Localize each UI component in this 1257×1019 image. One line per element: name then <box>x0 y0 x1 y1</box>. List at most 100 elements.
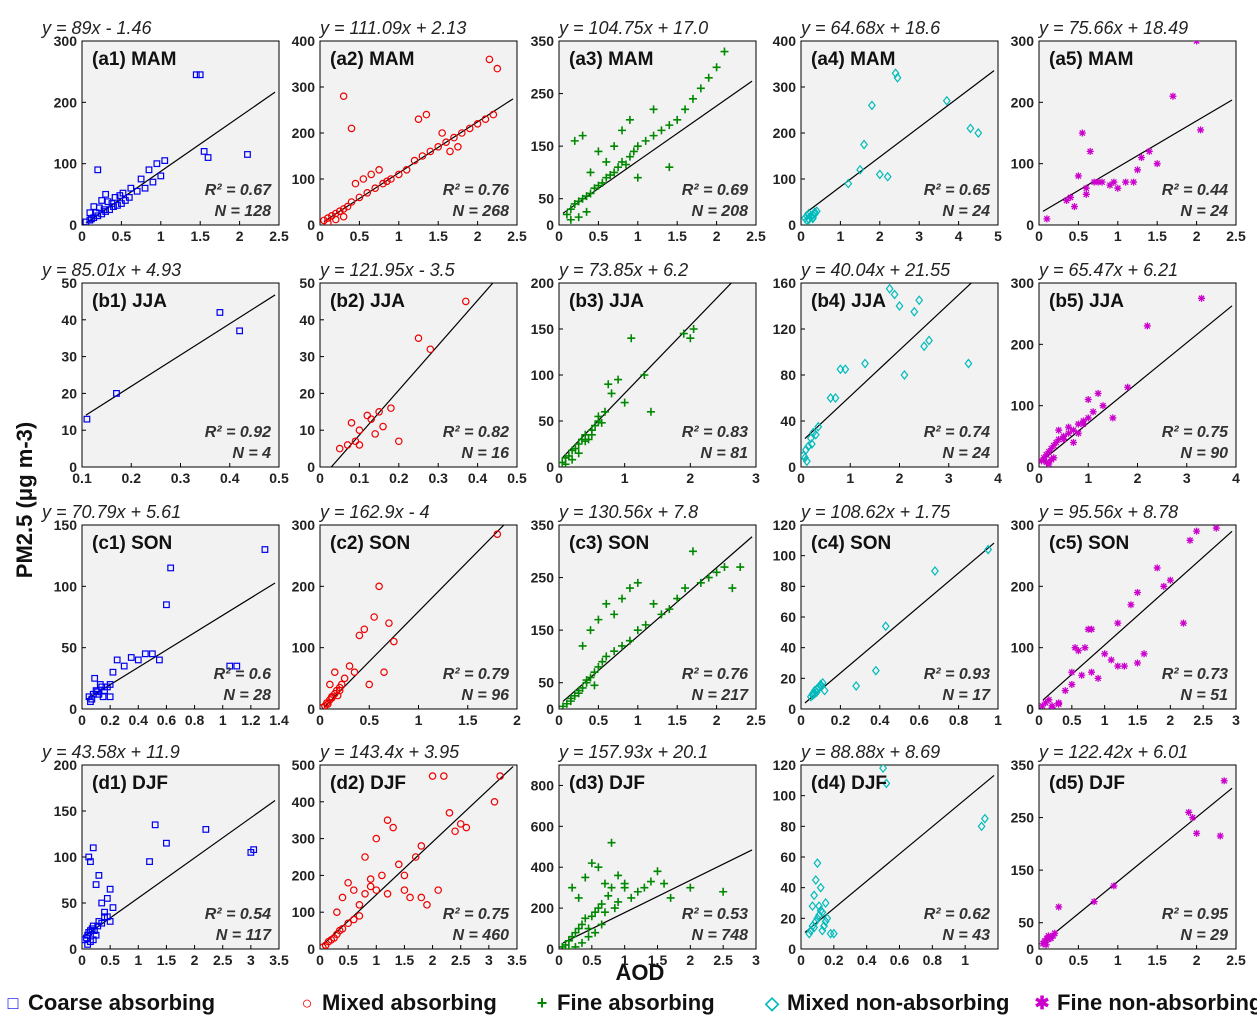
x-tick-label: 3 <box>752 952 760 968</box>
x-tick-label: 0 <box>78 228 86 244</box>
data-point <box>367 415 376 423</box>
data-point <box>577 938 586 947</box>
data-point <box>728 584 737 593</box>
data-point <box>1048 704 1056 709</box>
data-point <box>1086 147 1094 155</box>
data-points <box>320 55 502 225</box>
data-point <box>879 765 888 774</box>
data-point <box>587 859 596 868</box>
panel-label: (b3) JJA <box>569 291 644 312</box>
x-tick-label: 0.2 <box>389 470 409 486</box>
data-point <box>633 142 642 151</box>
data-point <box>355 901 364 909</box>
data-point <box>1110 882 1118 890</box>
data-point <box>665 121 674 130</box>
data-point <box>333 691 342 700</box>
x-tick-label: 0 <box>797 228 805 244</box>
data-point <box>1055 435 1063 443</box>
data-point <box>633 887 642 896</box>
data-point <box>719 887 728 896</box>
sample-count: N = 17 <box>942 687 991 704</box>
r-squared: R² = 0.73 <box>1162 666 1228 683</box>
x-tick-label: 0.4 <box>129 712 149 728</box>
y-tick-label: 0 <box>788 217 796 233</box>
x-tick-label: 2.5 <box>713 952 733 968</box>
data-point <box>326 680 334 689</box>
y-tick-label: 20 <box>299 385 315 401</box>
x-tick-label: 2 <box>713 228 721 244</box>
regression-line <box>330 283 494 467</box>
data-points <box>805 765 989 939</box>
data-point <box>347 124 356 133</box>
y-tick-label: 120 <box>773 321 797 337</box>
data-point <box>1124 383 1132 391</box>
x-tick-label: 1 <box>961 952 969 968</box>
y-tick-label: 300 <box>1011 517 1035 533</box>
data-point <box>104 198 112 206</box>
y-tick-label: 40 <box>299 312 315 328</box>
data-point <box>1063 196 1071 204</box>
y-tick-label: 40 <box>780 640 796 656</box>
data-point <box>712 568 721 577</box>
x-tick-label: 3.5 <box>269 952 289 968</box>
panel-label: (a3) MAM <box>569 49 653 70</box>
data-point <box>1186 536 1194 544</box>
data-point <box>1106 181 1114 189</box>
x-tick-label: 0 <box>1035 470 1043 486</box>
data-point <box>361 853 369 861</box>
regression-equation: y = 143.4x + 3.95 <box>318 742 460 762</box>
data-point <box>688 547 697 556</box>
data-point <box>883 171 892 182</box>
sample-count: N = 208 <box>692 203 749 220</box>
y-tick-label: 60 <box>780 609 796 625</box>
x-axis-label: AOD <box>616 960 665 985</box>
y-tick-label: 200 <box>531 900 555 916</box>
panel-label: (c1) SON <box>92 533 172 554</box>
data-point <box>465 124 474 133</box>
data-point <box>633 173 642 182</box>
y-tick-label: 0 <box>788 701 796 717</box>
y-tick-label: 0 <box>546 459 554 475</box>
x-tick-label: 0.5 <box>100 952 120 968</box>
data-point <box>355 426 364 435</box>
data-point <box>881 621 890 632</box>
data-point <box>1134 659 1141 667</box>
data-point <box>1067 193 1075 201</box>
data-point <box>366 875 375 883</box>
data-point <box>375 582 383 591</box>
data-point <box>1090 178 1098 186</box>
panel-label: (d4) DJF <box>811 773 887 794</box>
x-tick-label: 3 <box>915 228 923 244</box>
x-tick-label: 2.5 <box>1226 228 1246 244</box>
data-point <box>801 444 810 455</box>
x-tick-label: 0.3 <box>428 470 448 486</box>
data-point <box>335 207 344 216</box>
data-point <box>236 327 244 335</box>
data-point <box>586 626 595 635</box>
data-point <box>686 883 695 892</box>
data-point <box>1153 564 1161 572</box>
regression-line <box>804 283 973 439</box>
data-point <box>481 115 490 124</box>
x-tick-label: 0.4 <box>857 952 877 968</box>
y-tick-label: 10 <box>61 422 77 438</box>
data-point <box>363 189 372 197</box>
data-point <box>649 131 658 140</box>
data-point <box>1198 294 1206 302</box>
data-points <box>806 544 993 702</box>
data-point <box>1134 166 1141 174</box>
data-point <box>400 871 409 880</box>
data-point <box>578 131 587 140</box>
panel-label: (b1) JJA <box>92 291 167 312</box>
y-tick-label: 0 <box>69 941 77 957</box>
y-tick-label: 60 <box>780 849 796 865</box>
data-point <box>1047 445 1055 453</box>
x-tick-label: 0.5 <box>1069 952 1089 968</box>
data-point <box>712 63 721 72</box>
x-tick-label: 0.8 <box>185 712 205 728</box>
data-point <box>89 844 97 852</box>
y-tick-label: 80 <box>780 367 796 383</box>
data-point <box>720 563 729 572</box>
